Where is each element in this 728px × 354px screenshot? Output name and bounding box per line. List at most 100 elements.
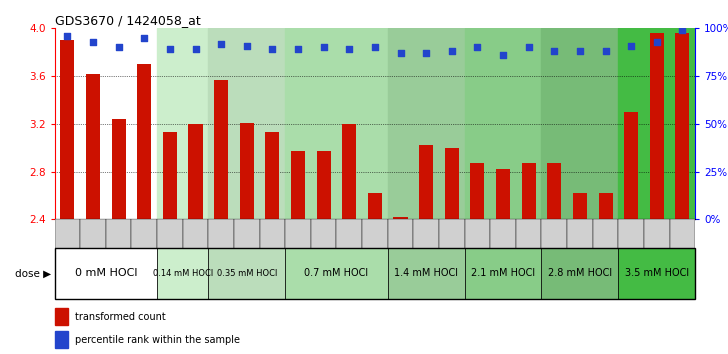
- Bar: [490, 219, 516, 248]
- Bar: [342, 124, 356, 219]
- Bar: [470, 163, 484, 219]
- Text: dose ▶: dose ▶: [15, 268, 51, 279]
- Bar: [644, 219, 670, 248]
- Text: 1.4 mM HOCl: 1.4 mM HOCl: [394, 268, 458, 279]
- Bar: [86, 74, 100, 219]
- Bar: [368, 193, 382, 219]
- Bar: [542, 28, 618, 219]
- Point: [651, 39, 662, 45]
- Bar: [336, 219, 362, 248]
- Bar: [464, 28, 542, 219]
- Bar: [593, 219, 618, 248]
- Point: [241, 43, 253, 48]
- Bar: [285, 28, 388, 219]
- Bar: [670, 219, 695, 248]
- Point: [113, 45, 124, 50]
- Text: 0.7 mM HOCl: 0.7 mM HOCl: [304, 268, 368, 279]
- Bar: [414, 219, 439, 248]
- Bar: [266, 132, 280, 219]
- Text: GDS3670 / 1424058_at: GDS3670 / 1424058_at: [55, 14, 200, 27]
- Bar: [439, 219, 464, 248]
- Bar: [183, 219, 208, 248]
- Bar: [189, 124, 202, 219]
- Bar: [618, 28, 695, 219]
- Text: 0.14 mM HOCl: 0.14 mM HOCl: [153, 269, 213, 278]
- Point: [497, 52, 509, 58]
- Bar: [464, 248, 542, 299]
- Text: 3.5 mM HOCl: 3.5 mM HOCl: [625, 268, 689, 279]
- Point: [344, 46, 355, 52]
- Bar: [163, 132, 177, 219]
- Point: [420, 50, 432, 56]
- Bar: [542, 219, 567, 248]
- Bar: [445, 148, 459, 219]
- Point: [395, 50, 406, 56]
- Bar: [80, 219, 106, 248]
- Point: [87, 39, 99, 45]
- Text: percentile rank within the sample: percentile rank within the sample: [75, 335, 240, 346]
- Point: [164, 46, 175, 52]
- Bar: [676, 33, 689, 219]
- Bar: [362, 219, 388, 248]
- Bar: [157, 28, 208, 219]
- Bar: [618, 219, 644, 248]
- Bar: [260, 219, 285, 248]
- Bar: [522, 163, 536, 219]
- Bar: [419, 145, 433, 219]
- Bar: [214, 80, 228, 219]
- Bar: [464, 219, 490, 248]
- Bar: [60, 40, 74, 219]
- Bar: [55, 331, 68, 348]
- Bar: [55, 248, 157, 299]
- Bar: [516, 219, 542, 248]
- Point: [523, 45, 534, 50]
- Bar: [317, 152, 331, 219]
- Bar: [208, 28, 285, 219]
- Text: 0 mM HOCl: 0 mM HOCl: [74, 268, 137, 279]
- Bar: [157, 219, 183, 248]
- Bar: [598, 193, 612, 219]
- Bar: [311, 219, 336, 248]
- Point: [548, 48, 560, 54]
- Bar: [55, 28, 157, 219]
- Bar: [291, 152, 305, 219]
- Bar: [567, 219, 593, 248]
- Bar: [496, 169, 510, 219]
- Bar: [547, 163, 561, 219]
- Bar: [285, 248, 388, 299]
- Point: [190, 46, 202, 52]
- Point: [600, 48, 612, 54]
- Bar: [234, 219, 260, 248]
- Point: [625, 43, 637, 48]
- Bar: [106, 219, 132, 248]
- Point: [138, 35, 150, 41]
- Bar: [285, 219, 311, 248]
- Text: 0.35 mM HOCl: 0.35 mM HOCl: [217, 269, 277, 278]
- Bar: [388, 28, 464, 219]
- Point: [215, 41, 227, 46]
- Bar: [618, 248, 695, 299]
- Bar: [388, 219, 414, 248]
- Point: [292, 46, 304, 52]
- Point: [472, 45, 483, 50]
- Bar: [650, 33, 664, 219]
- Text: 2.1 mM HOCl: 2.1 mM HOCl: [471, 268, 535, 279]
- Bar: [208, 248, 285, 299]
- Bar: [624, 112, 638, 219]
- Point: [318, 45, 330, 50]
- Point: [62, 33, 74, 39]
- Bar: [55, 308, 68, 325]
- Bar: [208, 219, 234, 248]
- Point: [266, 46, 278, 52]
- Bar: [111, 119, 126, 219]
- Bar: [240, 123, 254, 219]
- Bar: [542, 248, 618, 299]
- Point: [369, 45, 381, 50]
- Bar: [132, 219, 157, 248]
- Point: [574, 48, 586, 54]
- Bar: [157, 248, 208, 299]
- Text: transformed count: transformed count: [75, 312, 166, 322]
- Point: [446, 48, 458, 54]
- Bar: [138, 64, 151, 219]
- Point: [676, 27, 688, 33]
